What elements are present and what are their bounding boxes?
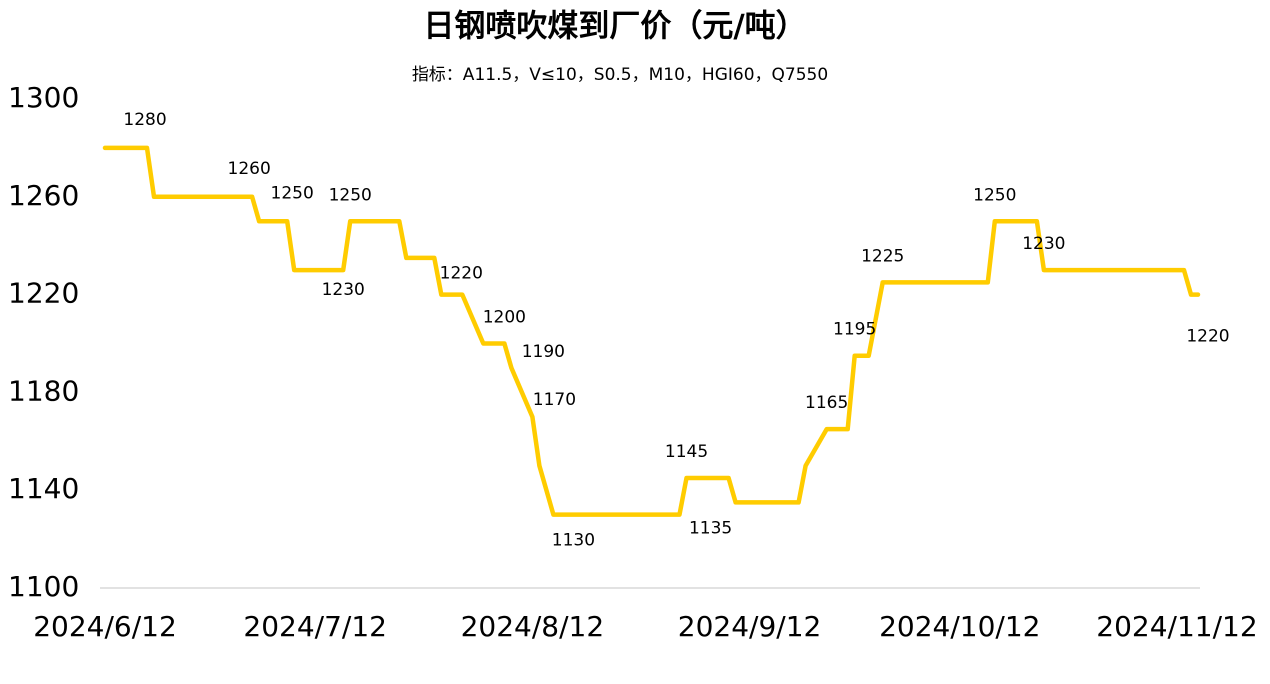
y-tick-label: 1180 [8, 374, 79, 407]
data-label: 1195 [833, 320, 876, 340]
data-label: 1200 [483, 308, 526, 328]
y-tick-label: 1140 [8, 472, 79, 505]
data-label: 1170 [533, 390, 576, 410]
data-label: 1135 [689, 518, 732, 538]
x-tick-label: 2024/10/12 [879, 610, 1040, 643]
data-label: 1225 [861, 246, 904, 266]
data-label: 1230 [322, 280, 365, 300]
x-tick-label: 2024/11/12 [1096, 610, 1257, 643]
y-tick-label: 1100 [8, 570, 79, 603]
data-label: 1260 [228, 159, 271, 179]
data-label: 1250 [973, 185, 1016, 205]
data-label: 1230 [1022, 234, 1065, 254]
y-tick-label: 1260 [8, 179, 79, 212]
data-label: 1220 [440, 264, 483, 284]
x-tick-label: 2024/8/12 [461, 610, 605, 643]
chart-title: 日钢喷吹煤到厂价（元/吨） [423, 9, 806, 45]
data-label: 1145 [665, 442, 708, 462]
data-label: 1220 [1186, 327, 1229, 347]
data-label: 1250 [329, 185, 372, 205]
data-label: 1190 [522, 342, 565, 362]
line [102, 145, 1201, 517]
x-tick-label: 2024/7/12 [243, 610, 387, 643]
x-tick-label: 2024/6/12 [33, 610, 177, 643]
data-label: 1130 [552, 531, 595, 551]
chart-subtitle: 指标：A11.5，V≤10，S0.5，M10，HGI60，Q7550 [412, 65, 828, 85]
data-label: 1250 [271, 183, 314, 203]
data-label: 1165 [805, 393, 848, 413]
y-tick-label: 1220 [8, 277, 79, 310]
x-tick-label: 2024/9/12 [678, 610, 822, 643]
data-label: 1280 [123, 110, 166, 130]
y-tick-label: 1300 [8, 81, 79, 114]
